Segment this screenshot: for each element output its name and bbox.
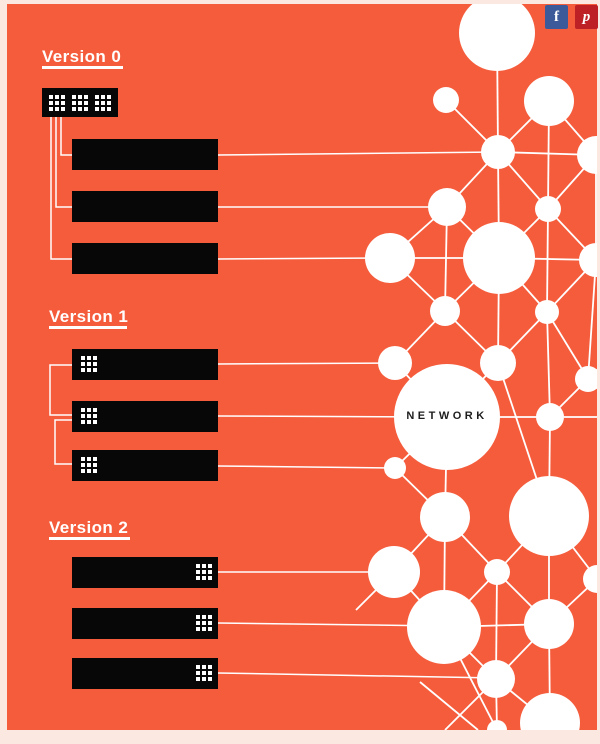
section-title-version-2: Version 2 [49,518,129,537]
network-node [368,546,420,598]
network-node [477,660,515,698]
section-title-version-1: Version 1 [49,307,129,326]
version1-bar-3 [72,450,218,481]
title-underline [49,326,127,329]
network-node [535,196,561,222]
version1-bar-1 [72,349,218,380]
network-node [430,296,460,326]
pinterest-icon[interactable]: p [575,5,598,29]
network-node [481,135,515,169]
network-node [480,345,516,381]
network-node [484,559,510,585]
version2-bar-2 [72,608,218,639]
network-node [487,720,507,730]
version0-bar-3 [72,243,218,274]
version2-bar-3 [72,658,218,689]
grid-icon [95,94,111,111]
grid-icon [49,94,65,111]
network-node [583,565,597,593]
network-node [524,599,574,649]
network-node [579,243,597,277]
version0-bar-2 [72,191,218,222]
version1-bar-2 [72,401,218,432]
network-node [394,364,500,470]
network-node [428,188,466,226]
pinterest-letter: p [582,8,591,25]
network-node [407,590,481,664]
network-node [535,300,559,324]
facebook-icon[interactable]: f [545,5,568,29]
network-node [420,492,470,542]
network-node [378,346,412,380]
title-underline [42,66,123,69]
grid-icon [72,94,88,111]
network-node [463,222,535,294]
version2-bar-1 [72,557,218,588]
grid-icon [196,665,212,681]
grid-icon [196,564,212,580]
network-node [577,136,597,174]
section-title-version-0: Version 0 [42,47,122,66]
network-label: NETWORK [406,410,488,422]
network-node [365,233,415,283]
server-group-box [42,88,118,117]
network-node [575,366,597,392]
network-node [536,403,564,431]
grid-icon [196,615,212,631]
network-node [524,76,574,126]
facebook-letter: f [554,8,559,25]
network-node [520,693,580,730]
title-underline [49,537,130,540]
network-node [384,457,406,479]
network-node [509,476,589,556]
grid-icon [81,457,97,473]
network-node [433,87,459,113]
version0-bar-1 [72,139,218,170]
network-node [459,4,535,71]
grid-icon [81,356,97,372]
grid-icon [81,408,97,424]
